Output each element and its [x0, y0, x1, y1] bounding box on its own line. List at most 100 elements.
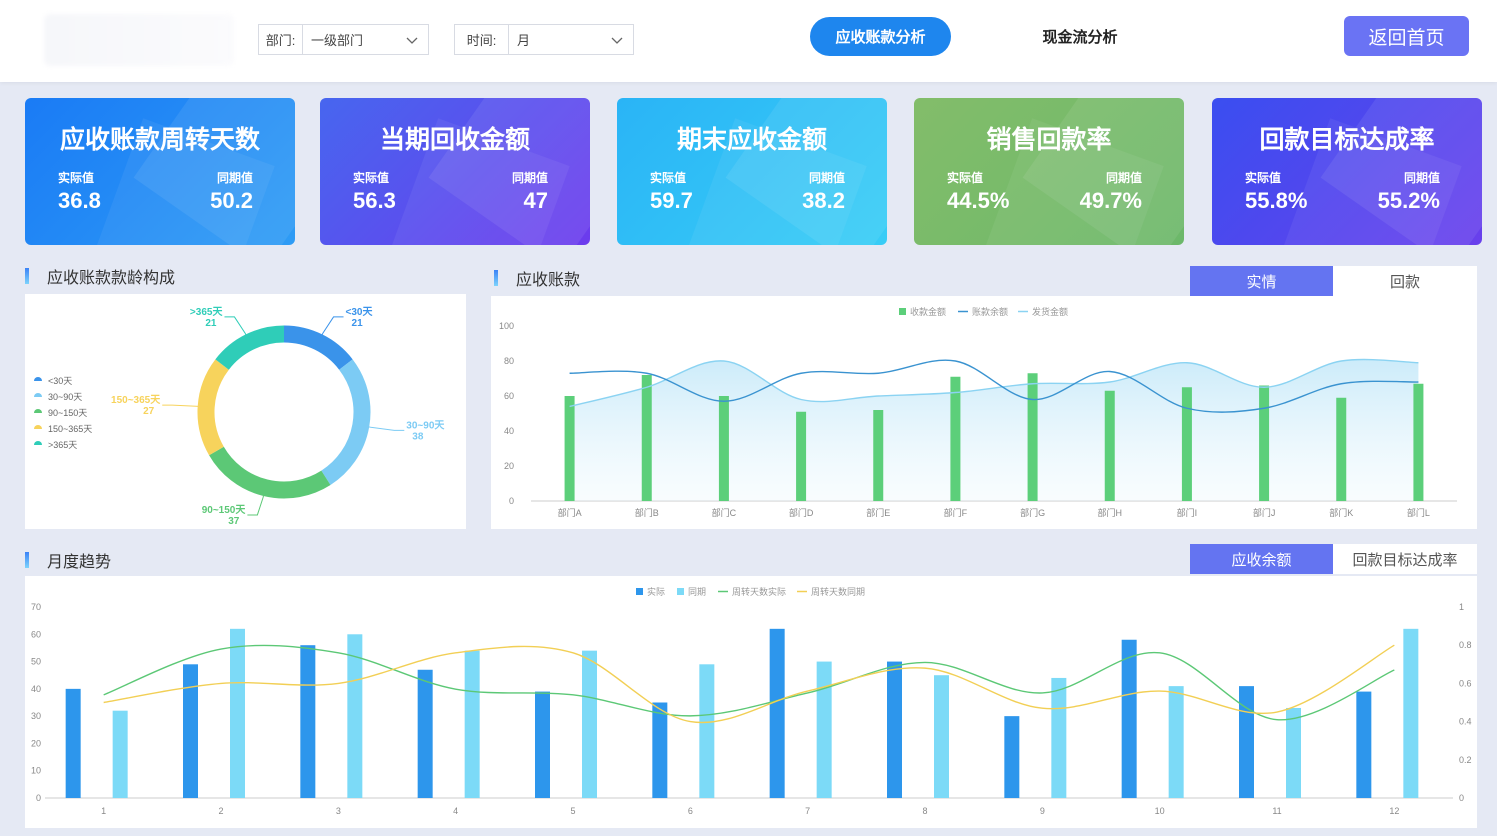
back-home-button[interactable]: 返回首页: [1344, 16, 1469, 56]
bar-collection: [1104, 390, 1115, 501]
y-tick-label: 80: [504, 356, 514, 366]
time-value[interactable]: 月: [509, 25, 633, 54]
ar-toggle-actual[interactable]: 实情: [1190, 266, 1333, 296]
legend-label: 同期: [688, 587, 706, 597]
legend-label: <30天: [48, 376, 72, 386]
x-tick-label: 部门L: [1407, 507, 1430, 518]
bar-collection: [564, 396, 575, 501]
slice-label-name: 150~365天: [111, 394, 161, 406]
kpi-actual-label: 实际值: [353, 171, 390, 185]
bar-prior: [1168, 686, 1184, 798]
x-tick-label: 8: [922, 806, 927, 816]
line-shipment: [569, 358, 1419, 408]
time-select[interactable]: 时间: 月: [454, 24, 634, 55]
x-tick-label: 7: [805, 806, 810, 816]
x-tick-label: 6: [688, 806, 693, 816]
slice-leader-line: [162, 404, 207, 408]
y2-tick-label: 1: [1459, 602, 1464, 612]
bar-actual: [535, 691, 550, 798]
bar-collection: [1259, 385, 1270, 501]
time-value-text: 月: [517, 33, 531, 48]
kpi-prior-value: 38.2: [802, 188, 845, 213]
ar-view-toggle: 实情 回款: [1190, 266, 1477, 296]
bar-collection: [641, 375, 652, 501]
y-tick-label: 100: [499, 321, 514, 331]
y-tick-label: 30: [31, 711, 41, 721]
ar-chart-panel: 0 20 40 60 80 100 部门A 部门B 部门C 部门D 部门E 部门F 部门G 部门H 部门I 部…: [491, 296, 1477, 529]
bar-prior: [582, 650, 597, 798]
kpi-actual-value: 55.8%: [1245, 188, 1308, 213]
kpi-prior-value: 47: [523, 188, 548, 213]
legend-label: >365天: [48, 440, 77, 450]
slice-label-value: 38: [412, 431, 424, 442]
x-tick-label: 部门A: [558, 507, 582, 518]
chevron-down-icon: [611, 37, 623, 44]
title-accent-bar: [25, 552, 29, 568]
aging-donut-chart: <30天2130~90天3890~150天37150~365天27>365天21…: [34, 306, 445, 527]
y-tick-label: 40: [31, 684, 41, 694]
x-tick-label: 部门G: [1020, 507, 1045, 518]
x-tick-label: 1: [101, 806, 106, 816]
top-bar: 部门: 一级部门 时间: 月 应收账款分析 现金流分析 返回首页: [0, 0, 1497, 82]
title-accent-bar: [494, 270, 498, 286]
kpi-actual-value: 44.5%: [947, 188, 1010, 213]
kpi-card-period-recovery: 当期回收金额 实际值 同期值 56.3 47: [320, 98, 590, 245]
bar-collection: [718, 396, 729, 501]
x-tick-label: 12: [1389, 806, 1399, 816]
y-tick-label: 0: [509, 496, 514, 506]
bar-actual: [1121, 639, 1137, 798]
donut-slice: [197, 359, 230, 456]
slice-label-value: 37: [228, 516, 240, 527]
kpi-actual-value: 56.3: [353, 188, 396, 213]
y-tick-label: 20: [504, 461, 514, 471]
tab-receivables-analysis[interactable]: 应收账款分析: [810, 17, 951, 56]
x-tick-label: 部门C: [712, 507, 737, 518]
kpi-prior-label: 同期值: [808, 171, 845, 185]
title-accent-bar: [25, 268, 29, 284]
legend-label: 30~90天: [48, 392, 82, 402]
kpi-prior-label: 同期值: [216, 171, 253, 185]
bar-actual: [417, 669, 433, 798]
monthly-toggle-target-rate[interactable]: 回款目标达成率: [1333, 544, 1477, 574]
department-select[interactable]: 部门: 一级部门: [258, 24, 429, 55]
time-label: 时间:: [455, 25, 509, 54]
department-value[interactable]: 一级部门: [303, 25, 428, 54]
kpi-actual-value: 36.8: [58, 188, 101, 213]
slice-leader-line: [247, 487, 266, 516]
kpi-prior-label: 同期值: [1105, 171, 1142, 185]
x-tick-label: 部门H: [1098, 507, 1123, 518]
bar-collection: [873, 410, 884, 501]
legend-label: 实际: [647, 586, 665, 597]
legend-swatch: [34, 425, 42, 429]
donut-slice: [321, 359, 371, 485]
ar-toggle-collection[interactable]: 回款: [1333, 266, 1477, 296]
slice-label-name: <30天: [346, 306, 374, 318]
bar-collection: [1181, 387, 1192, 501]
legend-swatch: [636, 588, 643, 595]
x-tick-label: 10: [1155, 806, 1165, 816]
bar-prior: [1051, 677, 1067, 798]
legend-swatch: [34, 441, 42, 445]
area-fill-shipment: [569, 359, 1419, 501]
y-tick-label: 20: [31, 738, 41, 748]
monthly-toggle-balance[interactable]: 应收余额: [1190, 544, 1333, 574]
slice-label-name: 30~90天: [406, 419, 445, 431]
y2-tick-label: 0.8: [1459, 640, 1472, 650]
x-tick-label: 部门F: [944, 507, 968, 518]
y2-tick-label: 0: [1459, 793, 1464, 803]
kpi-prior-value: 55.2%: [1377, 188, 1440, 213]
x-tick-label: 部门B: [635, 507, 659, 518]
legend-label: 90~150天: [48, 408, 87, 418]
kpi-prior-label: 同期值: [511, 171, 548, 185]
tab-cashflow-analysis[interactable]: 现金流分析: [1042, 29, 1118, 46]
legend-label: 周转天数同期: [811, 586, 865, 597]
bar-prior: [699, 664, 715, 798]
donut-slice: [209, 446, 331, 499]
kpi-actual-label: 实际值: [947, 171, 984, 185]
bar-prior: [230, 628, 245, 798]
bar-prior: [816, 661, 832, 798]
bar-actual: [887, 661, 902, 798]
y-tick-label: 0: [36, 793, 41, 803]
y-tick-label: 60: [31, 629, 41, 639]
legend-swatch: [677, 588, 684, 595]
